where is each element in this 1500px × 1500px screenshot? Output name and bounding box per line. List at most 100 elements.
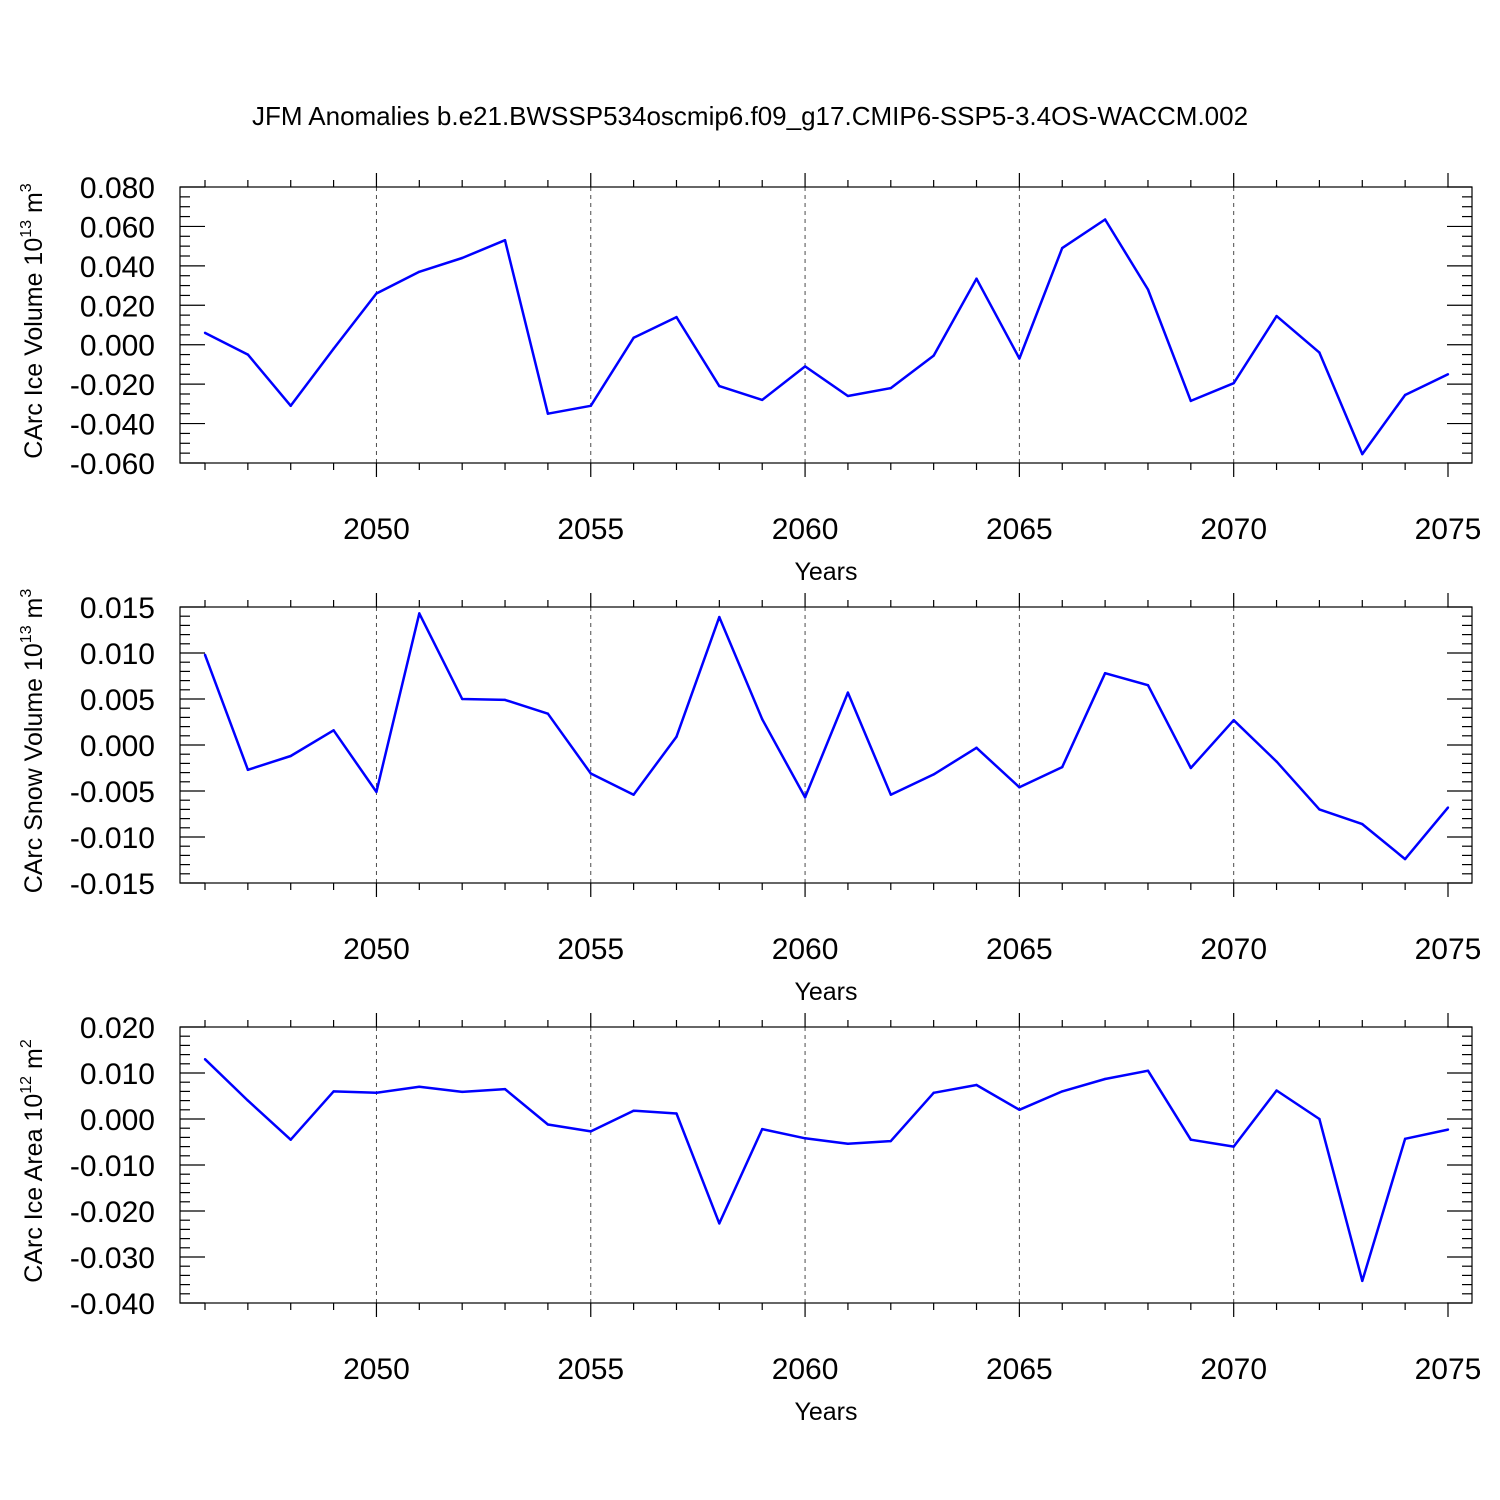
data-point bbox=[1232, 381, 1235, 385]
data-point bbox=[761, 718, 764, 721]
x-tick-label: 2060 bbox=[772, 513, 839, 546]
y-tick-label: -0.015 bbox=[70, 868, 155, 901]
data-point bbox=[932, 773, 935, 776]
data-point bbox=[289, 754, 292, 758]
data-point bbox=[1189, 766, 1193, 770]
y-tick-label: 0.005 bbox=[80, 684, 155, 717]
data-point bbox=[418, 270, 421, 273]
data-point bbox=[460, 256, 464, 260]
data-point bbox=[675, 1112, 678, 1115]
y-tick-label: -0.010 bbox=[70, 822, 155, 855]
data-point bbox=[246, 1099, 250, 1102]
data-point bbox=[1361, 822, 1364, 826]
data-point bbox=[675, 315, 678, 319]
data-point bbox=[846, 691, 850, 694]
y-tick-label: -0.040 bbox=[70, 1288, 155, 1321]
x-tick-label: 2075 bbox=[1415, 513, 1482, 546]
data-point bbox=[589, 1130, 592, 1133]
y-tick-label: 0.000 bbox=[80, 330, 155, 363]
data-point bbox=[332, 347, 335, 350]
data-point bbox=[460, 697, 464, 701]
data-point bbox=[246, 353, 250, 356]
data-point bbox=[1146, 288, 1150, 291]
x-tick-label: 2050 bbox=[343, 933, 410, 966]
y-axis-label-unit-exponent: 2 bbox=[18, 1039, 35, 1048]
y-tick-label: -0.010 bbox=[70, 1150, 155, 1183]
data-point bbox=[803, 365, 807, 368]
chart-panel-2: -0.015 -0.010 -0.005 0.000 0.005 0.010 0.015 20… bbox=[18, 589, 1481, 1006]
x-tick-label: 2060 bbox=[772, 1353, 839, 1386]
x-tick-label: 2055 bbox=[557, 1353, 624, 1386]
data-point bbox=[718, 384, 721, 388]
x-tick-label: 2055 bbox=[557, 933, 624, 966]
data-point bbox=[460, 1090, 464, 1094]
data-point bbox=[1189, 399, 1193, 403]
y-axis-label: CArc Ice Volume 1013 m3 bbox=[18, 183, 48, 459]
data-point bbox=[203, 653, 207, 657]
data-point bbox=[375, 790, 378, 794]
data-point bbox=[1403, 393, 1407, 397]
y-axis-label-unit: m bbox=[20, 1048, 48, 1076]
data-point bbox=[1061, 765, 1064, 769]
data-point bbox=[503, 239, 507, 242]
y-tick-label: 0.080 bbox=[80, 172, 155, 205]
series-line bbox=[204, 218, 1449, 456]
data-point bbox=[1446, 806, 1450, 809]
data-point bbox=[289, 404, 292, 408]
y-tick-label: 0.040 bbox=[80, 251, 155, 284]
plot-frame bbox=[179, 1026, 1473, 1304]
data-point bbox=[375, 1091, 378, 1094]
y-tick-label: -0.005 bbox=[70, 776, 155, 809]
data-point bbox=[203, 331, 207, 335]
data-point bbox=[718, 615, 721, 619]
data-point bbox=[418, 1085, 421, 1089]
data-point bbox=[803, 796, 807, 799]
data-point bbox=[246, 768, 250, 772]
figure-title: JFM Anomalies b.e21.BWSSP534oscmip6.f09_… bbox=[252, 101, 1248, 131]
data-point bbox=[675, 735, 678, 738]
y-tick-label: -0.030 bbox=[70, 1242, 155, 1275]
data-point bbox=[1318, 351, 1321, 354]
y-axis-label-exponent: 12 bbox=[18, 1076, 35, 1094]
data-point bbox=[1318, 808, 1321, 811]
data-point bbox=[203, 1058, 207, 1061]
data-point bbox=[1103, 672, 1107, 675]
data-point bbox=[975, 277, 978, 280]
data-point bbox=[1232, 1145, 1235, 1148]
y-axis-label-text: CArc Ice Area 10 bbox=[20, 1094, 48, 1283]
data-point bbox=[1446, 373, 1450, 376]
data-point bbox=[1361, 452, 1364, 456]
data-point bbox=[761, 398, 764, 402]
data-point bbox=[846, 394, 850, 398]
data-point bbox=[1403, 857, 1407, 861]
y-tick-label: 0.020 bbox=[80, 1012, 155, 1045]
chart-panel-1: -0.060 -0.040 -0.020 0.000 0.020 0.040 0.060 0.… bbox=[18, 172, 1481, 586]
data-point bbox=[546, 712, 550, 715]
y-tick-label: 0.000 bbox=[80, 1104, 155, 1137]
data-point bbox=[1018, 786, 1021, 789]
x-tick-label: 2070 bbox=[1200, 513, 1267, 546]
data-point bbox=[1446, 1128, 1450, 1131]
x-axis-label: Years bbox=[794, 978, 857, 1006]
data-point bbox=[632, 336, 635, 340]
data-point bbox=[1275, 760, 1278, 763]
y-tick-label: -0.020 bbox=[70, 369, 155, 402]
data-point bbox=[803, 1137, 807, 1140]
data-point bbox=[975, 1083, 978, 1087]
data-point bbox=[289, 1138, 292, 1141]
data-point bbox=[589, 772, 592, 775]
y-tick-label: -0.060 bbox=[70, 448, 155, 481]
data-point bbox=[975, 746, 978, 749]
y-axis-label: CArc Ice Area 1012 m2 bbox=[18, 1039, 48, 1283]
x-tick-label: 2050 bbox=[343, 513, 410, 546]
data-point bbox=[889, 1139, 892, 1143]
data-point bbox=[718, 1222, 721, 1225]
y-tick-label: 0.010 bbox=[80, 1058, 155, 1091]
x-tick-label: 2075 bbox=[1415, 1353, 1482, 1386]
y-tick-label: -0.020 bbox=[70, 1196, 155, 1229]
y-tick-label: 0.020 bbox=[80, 290, 155, 323]
data-point bbox=[589, 404, 592, 408]
y-axis-label-unit-exponent: 3 bbox=[18, 589, 35, 598]
y-tick-label: 0.060 bbox=[80, 211, 155, 244]
